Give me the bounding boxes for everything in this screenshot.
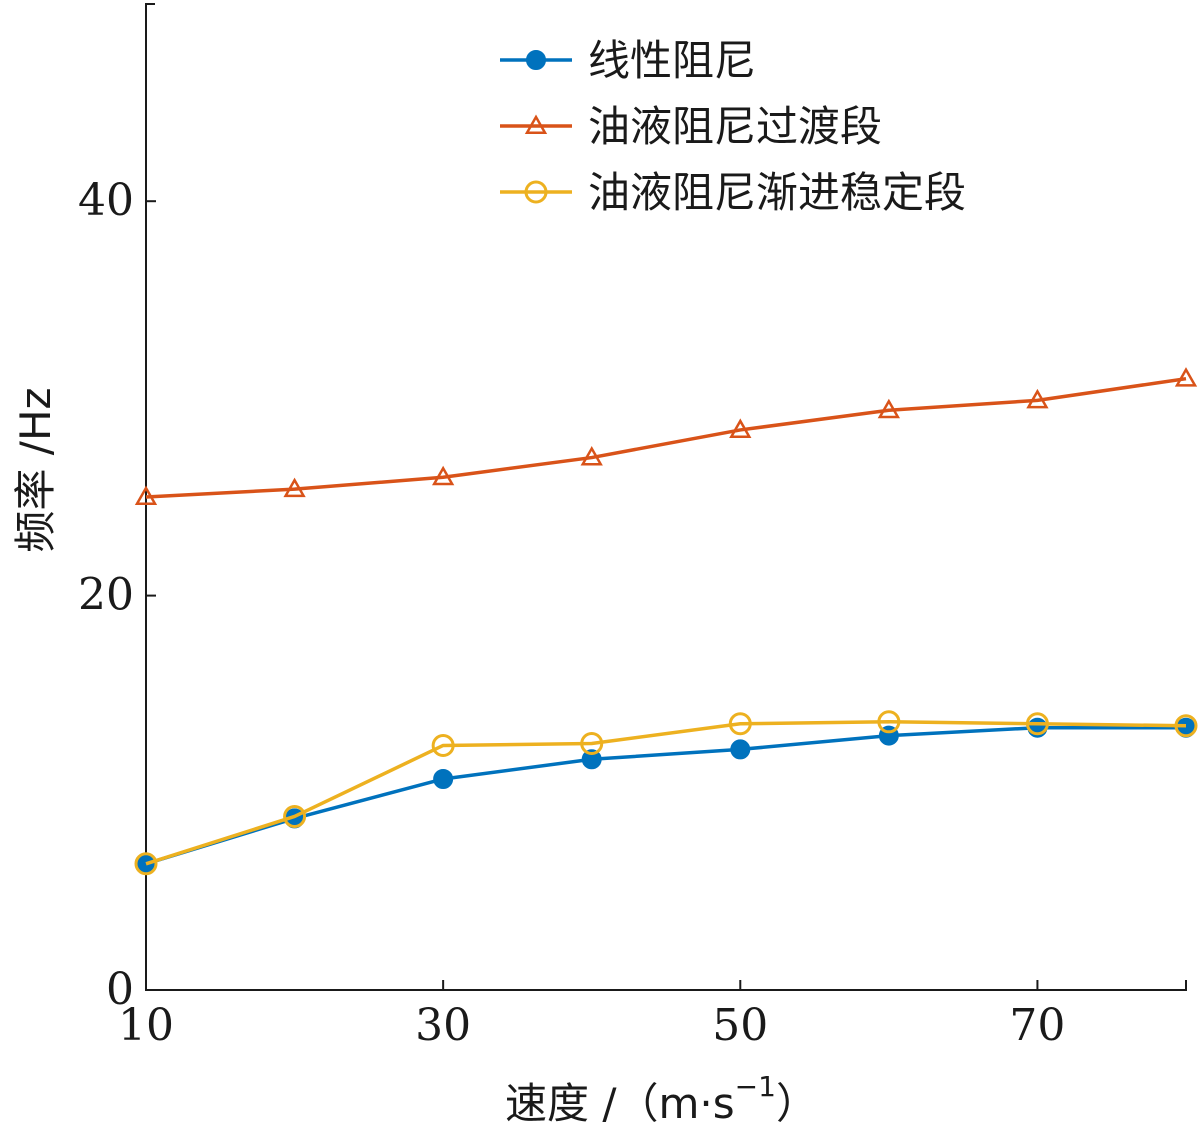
series-line [145,725,1186,866]
data-point [728,712,752,736]
data-point [877,398,901,419]
data-point [1026,388,1049,409]
x-axis-title-main: 速度 /（m·s [505,1079,735,1128]
y-tick-label: 40 [78,175,134,226]
data-point [581,749,602,770]
x-tick-label: 10 [118,1000,174,1051]
x-axis-title-close: ） [776,1079,818,1128]
data-point [433,768,454,789]
legend-item: 油液阻尼过渡段 [500,102,882,151]
x-axis-ticks: 10 30 50 70 [118,980,1065,1051]
data-point [1174,367,1198,387]
data-point [1174,714,1198,738]
x-tick-label: 50 [712,1000,768,1051]
data-point [730,739,751,760]
legend-item: 油液阻尼渐进稳定段 [500,168,966,217]
series-layer [134,367,1198,876]
series-1 [136,717,1196,874]
data-point [431,465,455,486]
x-axis-title-superscript: −1 [735,1070,776,1103]
series-line [145,720,1187,866]
data-point [283,804,307,828]
x-tick-label: 70 [1009,1000,1065,1051]
data-point [283,477,306,498]
data-point [1025,712,1049,736]
legend-label: 线性阻尼 [588,36,756,85]
legend-label: 油液阻尼渐进稳定段 [588,168,966,217]
y-tick-label: 20 [78,570,134,621]
series-3 [134,710,1198,876]
legend-label: 油液阻尼过渡段 [588,102,882,151]
x-axis-title: 速度 /（m·s−1） [505,1070,818,1128]
y-axis-ticks: 0 20 40 [78,175,156,1015]
legend-marker [524,114,548,134]
y-tick-label: 0 [106,964,134,1015]
data-point [877,710,901,734]
legend-item: 线性阻尼 [500,36,756,85]
x-tick-label: 30 [415,1000,471,1051]
data-point [134,852,158,876]
data-point [431,733,455,757]
series-2 [134,367,1198,505]
data-point [729,418,752,438]
y-axis-title: 频率 /Hz [11,387,60,552]
legend-marker [526,50,546,70]
series-line [145,376,1187,499]
data-point [580,732,604,755]
legend-marker [524,180,548,204]
data-point [134,485,158,505]
data-point [580,446,603,466]
